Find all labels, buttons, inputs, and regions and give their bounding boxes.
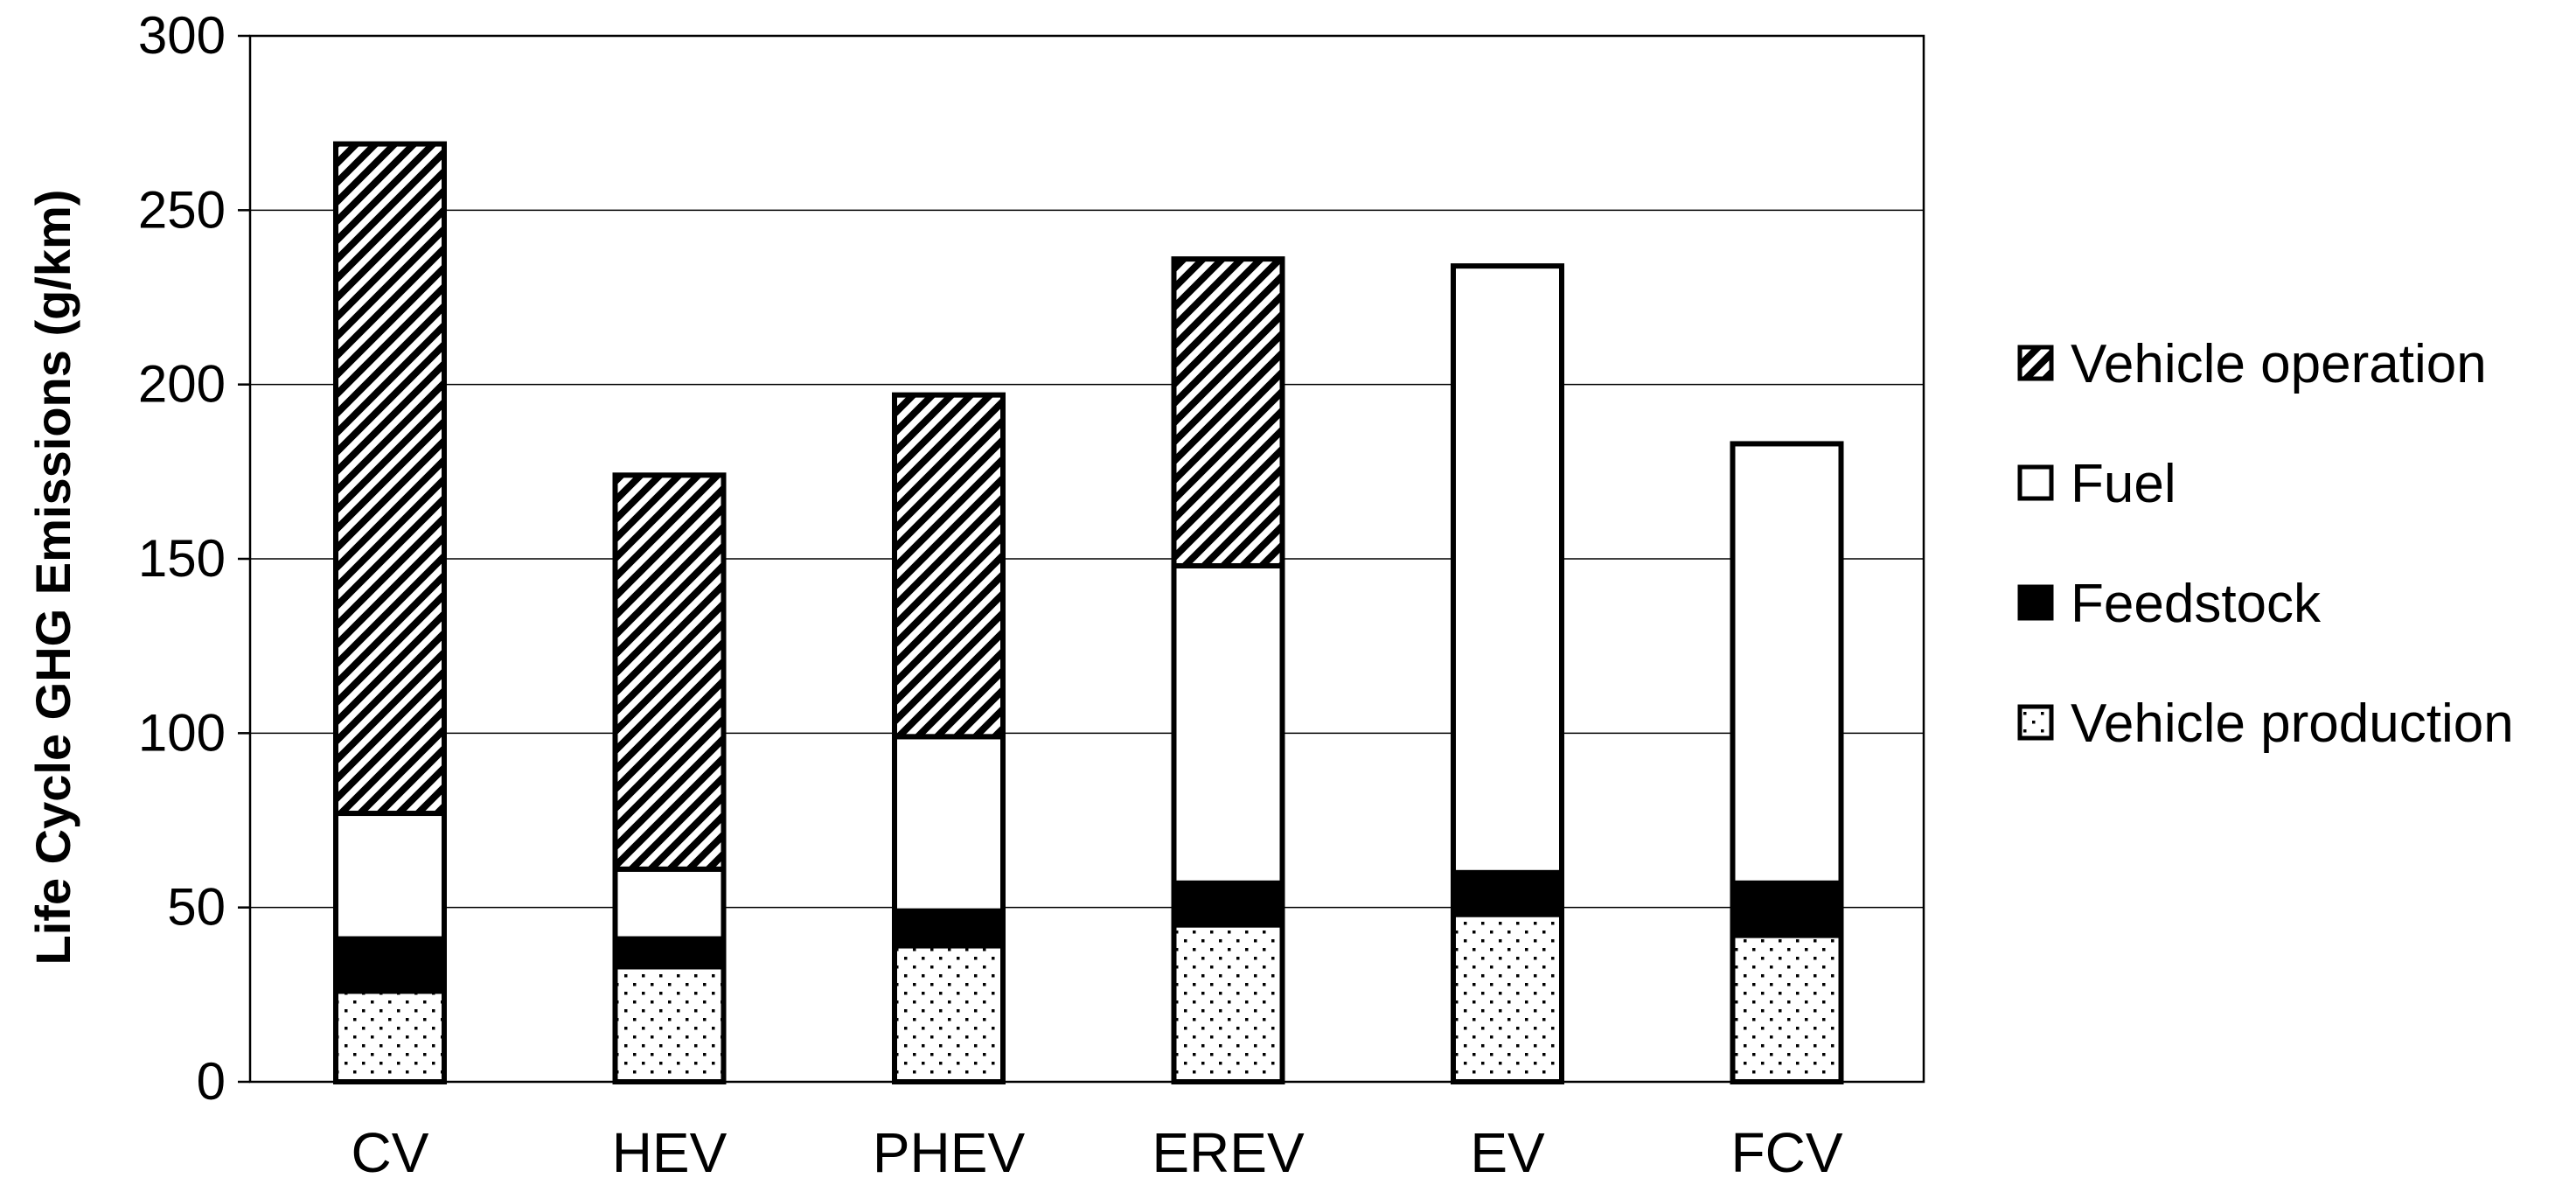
bar-erev-vehicle-production bbox=[1171, 922, 1285, 1084]
y-axis-ticks: 0 50 100 150 200 250 300 bbox=[138, 6, 250, 1111]
y-tick-label-0: 0 bbox=[197, 1052, 226, 1111]
bar-stack-phev bbox=[892, 392, 1006, 1085]
y-tick-label-200: 200 bbox=[138, 355, 226, 414]
bar-cv-fuel bbox=[333, 811, 447, 942]
bar-phev-vehicle-production bbox=[892, 943, 1006, 1085]
bar-cv-vehicle-operation bbox=[333, 141, 447, 817]
legend: Vehicle operation Fuel Feedstock Vehicle pr… bbox=[2017, 334, 2514, 754]
legend-swatch-vehicle-production bbox=[2017, 704, 2054, 741]
bar-hev-feedstock bbox=[612, 936, 727, 970]
bar-stack-cv bbox=[333, 141, 447, 1085]
x-axis-categories: CV HEV PHEV EREV EV FCV bbox=[352, 1121, 1843, 1184]
x-category-label-ev: EV bbox=[1470, 1121, 1545, 1184]
legend-item-fuel: Fuel bbox=[2017, 454, 2176, 514]
y-tick-label-300: 300 bbox=[138, 6, 226, 65]
y-axis-title: Life Cycle GHG Emissions (g/km) bbox=[25, 190, 80, 965]
x-category-label-phev: PHEV bbox=[873, 1121, 1026, 1184]
bar-hev-vehicle-production bbox=[612, 964, 727, 1084]
bar-erev-fuel bbox=[1171, 562, 1285, 886]
bar-stack-fcv bbox=[1730, 441, 1844, 1085]
y-tick-label-150: 150 bbox=[138, 529, 226, 588]
bars bbox=[333, 141, 1844, 1085]
bar-phev-vehicle-operation bbox=[892, 392, 1006, 740]
legend-swatch-vehicle-operation bbox=[2017, 345, 2054, 381]
bar-fcv-feedstock bbox=[1730, 880, 1844, 938]
legend-label-feedstock: Feedstock bbox=[2071, 574, 2322, 634]
bar-ev-fuel bbox=[1451, 263, 1564, 875]
bar-stack-ev bbox=[1451, 263, 1564, 1085]
bar-cv-feedstock bbox=[333, 936, 447, 994]
bar-ev-vehicle-production bbox=[1451, 911, 1564, 1085]
legend-item-vehicle-production: Vehicle production bbox=[2017, 694, 2514, 754]
bar-erev-feedstock bbox=[1171, 880, 1285, 928]
legend-label-vehicle-operation: Vehicle operation bbox=[2071, 334, 2487, 394]
legend-label-fuel: Fuel bbox=[2071, 454, 2176, 514]
legend-label-vehicle-production: Vehicle production bbox=[2071, 694, 2514, 754]
bar-hev-vehicle-operation bbox=[612, 472, 727, 872]
x-category-label-cv: CV bbox=[352, 1121, 429, 1184]
bar-ev-feedstock bbox=[1451, 869, 1564, 917]
x-category-label-erev: EREV bbox=[1152, 1121, 1305, 1184]
y-tick-label-250: 250 bbox=[138, 180, 226, 239]
y-tick-label-50: 50 bbox=[167, 878, 226, 937]
plot-area-frame bbox=[248, 34, 1925, 1084]
bar-fcv-vehicle-production bbox=[1730, 932, 1844, 1085]
bar-erev-vehicle-operation bbox=[1171, 256, 1285, 568]
bar-cv-vehicle-production bbox=[333, 988, 447, 1085]
bar-phev-feedstock bbox=[892, 908, 1006, 949]
bar-hev-fuel bbox=[612, 866, 727, 942]
gridlines bbox=[250, 209, 1924, 909]
legend-swatch-fuel bbox=[2017, 464, 2054, 501]
legend-item-feedstock: Feedstock bbox=[2017, 574, 2322, 634]
bar-stack-erev bbox=[1171, 256, 1285, 1084]
bar-fcv-fuel bbox=[1730, 441, 1844, 886]
x-category-label-fcv: FCV bbox=[1731, 1121, 1843, 1184]
legend-swatch-feedstock bbox=[2017, 584, 2054, 621]
bar-phev-fuel bbox=[892, 734, 1006, 914]
bar-stack-hev bbox=[612, 472, 727, 1084]
y-tick-label-100: 100 bbox=[138, 703, 226, 762]
legend-item-vehicle-operation: Vehicle operation bbox=[2017, 334, 2487, 394]
x-category-label-hev: HEV bbox=[612, 1121, 728, 1184]
